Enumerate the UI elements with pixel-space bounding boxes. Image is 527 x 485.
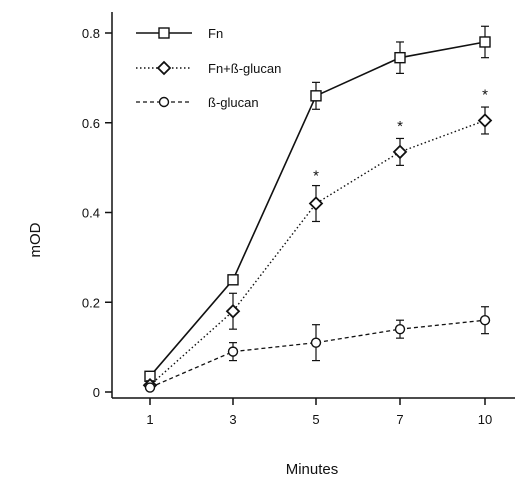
y-tick-label: 0.4 xyxy=(82,206,100,221)
y-axis-title: mOD xyxy=(27,222,44,257)
series-layer xyxy=(142,25,493,393)
diamond-marker xyxy=(308,196,324,211)
legend: Fn Fn+ß-glucan ß-glucan xyxy=(136,26,281,110)
significance-asterisk: * xyxy=(482,87,488,104)
x-tick-label: 7 xyxy=(396,412,403,427)
square-marker xyxy=(394,51,406,64)
legend-item: Fn+ß-glucan xyxy=(136,60,281,76)
significance-asterisk: * xyxy=(313,167,319,184)
y-tick-label: 0.8 xyxy=(82,26,100,41)
circle-marker xyxy=(394,323,406,335)
circle-marker xyxy=(158,96,170,108)
x-tick-label: 1 xyxy=(146,412,153,427)
circle-marker xyxy=(310,337,322,348)
annotation-layer: * * * xyxy=(313,87,488,185)
x-tick-label: 10 xyxy=(478,412,492,427)
legend-item: Fn xyxy=(136,26,223,41)
circle-marker xyxy=(227,346,239,357)
circle-marker xyxy=(144,382,156,393)
square-marker xyxy=(227,274,239,286)
square-marker xyxy=(479,36,491,48)
y-tick-label: 0.2 xyxy=(82,295,100,310)
legend-label: Fn xyxy=(208,26,223,41)
legend-label: ß-glucan xyxy=(208,95,259,110)
legend-label: Fn+ß-glucan xyxy=(208,61,281,76)
square-marker xyxy=(158,27,170,39)
x-tick-label: 3 xyxy=(229,412,236,427)
series-square xyxy=(144,25,491,382)
significance-asterisk: * xyxy=(397,118,403,135)
diamond-marker xyxy=(156,60,172,76)
ticks: 0 0.2 0.4 0.6 0.8 1 3 5 7 10 xyxy=(82,26,492,427)
series-diamond xyxy=(142,106,493,393)
y-tick-label: 0 xyxy=(93,385,100,400)
diamond-marker xyxy=(392,144,408,160)
legend-item: ß-glucan xyxy=(136,95,259,110)
square-marker xyxy=(310,90,322,102)
series-circle xyxy=(144,306,491,393)
x-axis-title: Minutes xyxy=(286,461,339,478)
diamond-marker xyxy=(225,303,241,319)
circle-marker xyxy=(479,315,491,326)
series-line xyxy=(149,319,486,389)
axes xyxy=(111,12,515,399)
y-tick-label: 0.6 xyxy=(82,116,100,131)
x-tick-label: 5 xyxy=(312,412,319,427)
diamond-marker xyxy=(477,113,493,128)
